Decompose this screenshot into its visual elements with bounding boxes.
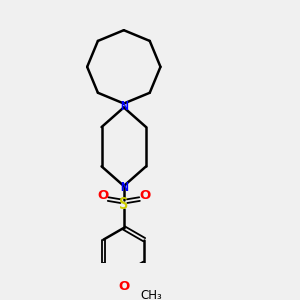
Text: O: O — [118, 280, 129, 293]
Text: CH₃: CH₃ — [141, 290, 163, 300]
Text: N: N — [120, 181, 128, 194]
Text: S: S — [119, 197, 128, 212]
Text: O: O — [97, 189, 109, 202]
Text: N: N — [120, 100, 128, 112]
Text: O: O — [139, 189, 150, 202]
